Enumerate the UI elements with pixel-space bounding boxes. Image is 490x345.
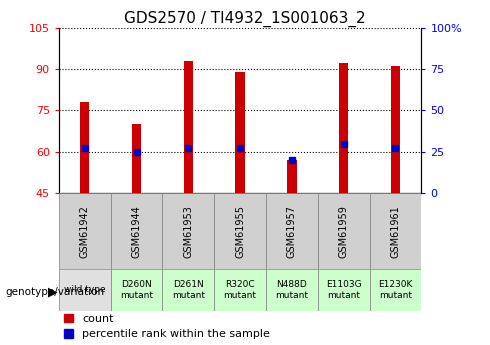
FancyBboxPatch shape	[266, 193, 318, 269]
Text: E1103G
mutant: E1103G mutant	[326, 280, 362, 299]
Text: GSM61953: GSM61953	[183, 205, 193, 258]
Text: E1230K
mutant: E1230K mutant	[378, 280, 413, 299]
FancyBboxPatch shape	[369, 193, 421, 269]
Bar	[235, 72, 245, 193]
Bar	[184, 61, 193, 193]
FancyBboxPatch shape	[266, 269, 318, 310]
Text: D261N
mutant: D261N mutant	[172, 280, 205, 299]
FancyBboxPatch shape	[111, 193, 162, 269]
Bar	[339, 63, 348, 193]
Text: GSM61955: GSM61955	[235, 205, 245, 258]
FancyBboxPatch shape	[318, 193, 369, 269]
Text: N488D
mutant: N488D mutant	[275, 280, 308, 299]
Text: GSM61959: GSM61959	[339, 205, 349, 258]
Legend: count, percentile rank within the sample: count, percentile rank within the sample	[64, 314, 270, 339]
FancyBboxPatch shape	[369, 269, 421, 310]
FancyBboxPatch shape	[59, 193, 111, 269]
Text: GDS2570 / TI4932_1S001063_2: GDS2570 / TI4932_1S001063_2	[124, 10, 366, 27]
FancyBboxPatch shape	[162, 269, 214, 310]
Bar	[391, 66, 400, 193]
Text: wild type: wild type	[64, 285, 105, 294]
Text: ▶: ▶	[48, 285, 58, 298]
FancyBboxPatch shape	[214, 269, 266, 310]
Text: D260N
mutant: D260N mutant	[120, 280, 153, 299]
FancyBboxPatch shape	[162, 193, 214, 269]
FancyBboxPatch shape	[111, 269, 162, 310]
Bar	[287, 160, 296, 193]
Text: GSM61961: GSM61961	[391, 205, 400, 257]
FancyBboxPatch shape	[214, 193, 266, 269]
Text: genotype/variation: genotype/variation	[5, 287, 104, 296]
FancyBboxPatch shape	[318, 269, 369, 310]
Text: GSM61942: GSM61942	[80, 205, 90, 258]
Text: GSM61944: GSM61944	[131, 205, 142, 257]
Bar	[80, 102, 89, 193]
Bar	[132, 124, 141, 193]
FancyBboxPatch shape	[59, 269, 111, 310]
Text: R320C
mutant: R320C mutant	[223, 280, 257, 299]
Text: GSM61957: GSM61957	[287, 205, 297, 258]
